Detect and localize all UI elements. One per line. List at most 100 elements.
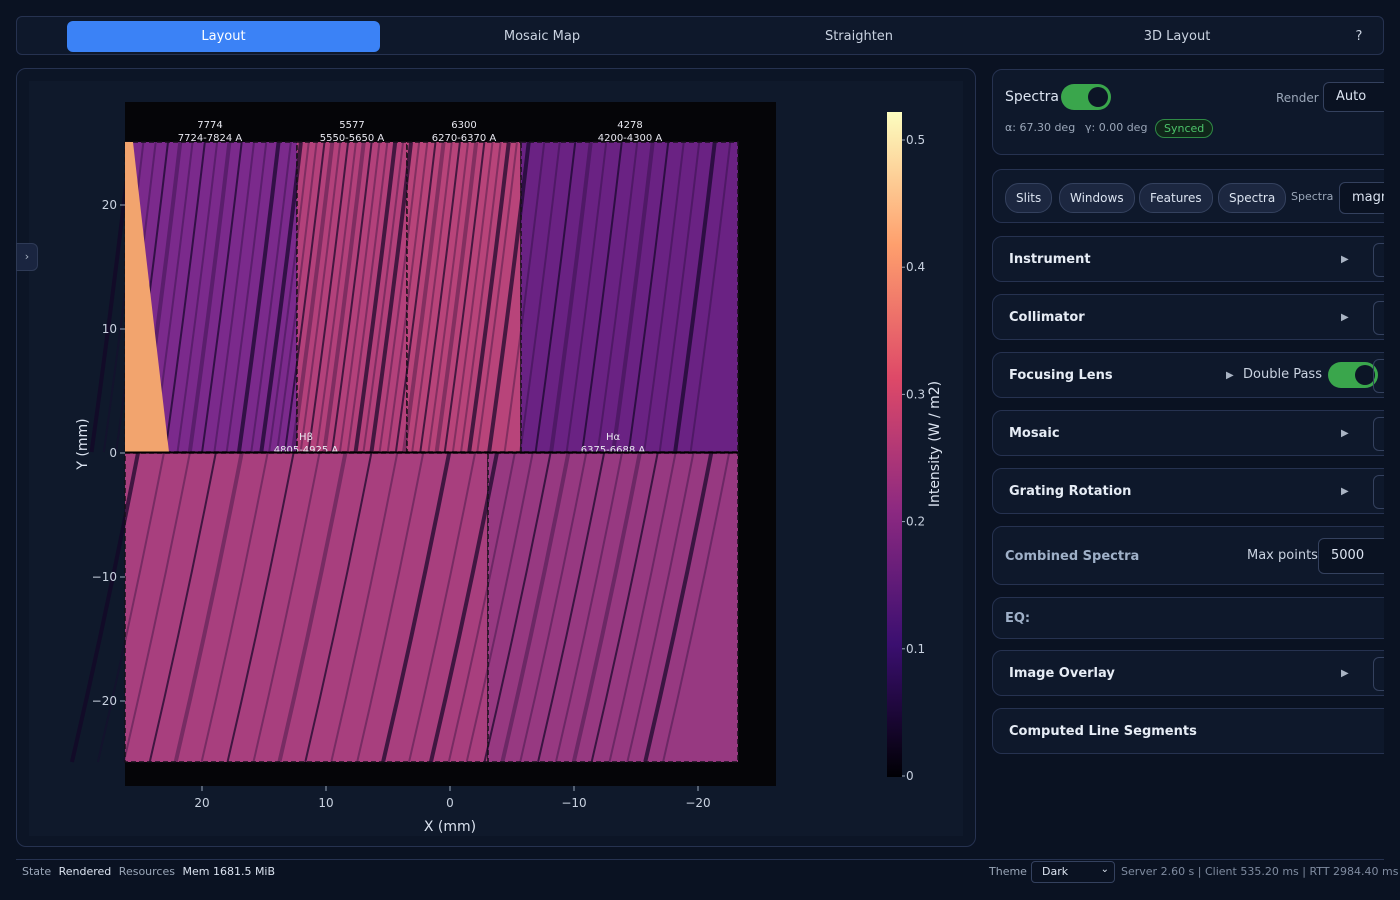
colorbar xyxy=(887,112,902,777)
section-title: Focusing Lens xyxy=(1009,368,1113,383)
spectral-line xyxy=(330,452,399,763)
section-card[interactable]: Grating Rotation ▶ xyxy=(992,468,1384,514)
timing: Server 2.60 s | Client 535.20 ms | RTT 2… xyxy=(1121,865,1399,878)
tab-bar: Layout Mosaic Map Straighten 3D Layout ? xyxy=(16,16,1384,55)
panel-label: Hβ xyxy=(299,432,313,443)
spectral-line xyxy=(176,141,219,453)
button[interactable]: Features xyxy=(1139,183,1213,213)
overlay-card: Image Overlay ▶ xyxy=(992,650,1384,696)
tab[interactable]: Straighten xyxy=(824,29,894,44)
colorbar-label: Intensity (W / m2) xyxy=(927,381,943,507)
combined-card: Combined Spectra Max points 5000 xyxy=(992,526,1384,585)
tab[interactable]: 3D Layout xyxy=(1143,29,1211,44)
expand-arrow[interactable]: ▶ xyxy=(1341,254,1349,265)
expand-arrow[interactable]: ▶ xyxy=(1226,370,1234,381)
expand-arrow[interactable]: ▶ xyxy=(1341,486,1349,497)
tab[interactable]: ? xyxy=(1355,29,1363,44)
spectral-line xyxy=(447,452,516,763)
expand-arrow[interactable]: ▶ xyxy=(1341,668,1349,679)
spectral-line xyxy=(70,452,140,763)
spectral-line xyxy=(451,141,494,453)
button[interactable]: Windows xyxy=(1059,183,1135,213)
spectral-line xyxy=(259,141,303,453)
value: 5000 xyxy=(1331,548,1365,563)
expand-arrow[interactable]: ▶ xyxy=(1341,312,1349,323)
spectral-line xyxy=(673,141,717,453)
theme-select[interactable]: Dark ⌄ xyxy=(1031,861,1115,883)
label: Render xyxy=(1276,91,1319,105)
spectral-line xyxy=(200,452,269,763)
spectral-line xyxy=(658,141,701,453)
spectral-line xyxy=(500,452,571,763)
spectral-line xyxy=(315,141,357,453)
spectral-line xyxy=(476,141,518,453)
spectral-line xyxy=(408,452,477,763)
spectral-line xyxy=(419,141,461,453)
button[interactable] xyxy=(1373,417,1384,451)
section-card[interactable]: Collimator ▶ xyxy=(992,294,1384,340)
spectral-line xyxy=(386,141,429,453)
value: Auto xyxy=(1336,89,1367,104)
section-card[interactable]: Mosaic ▶ xyxy=(992,410,1384,456)
spectral-line xyxy=(346,141,389,453)
spectrum-panel xyxy=(125,453,488,762)
toggle[interactable] xyxy=(1061,84,1111,110)
colorbar-tick-label: 0.4 xyxy=(906,260,925,274)
spectral-line xyxy=(225,141,268,453)
plot-container: 7774 7724-7824 A 5577 5550-5650 A 6300 6270-6… xyxy=(16,68,976,847)
label: Spectra xyxy=(1291,190,1334,203)
spectral-line xyxy=(378,141,421,453)
spectral-line xyxy=(411,141,453,453)
select[interactable]: Auto xyxy=(1323,82,1384,112)
spectral-line xyxy=(662,452,731,763)
section-card[interactable]: Instrument ▶ xyxy=(992,236,1384,282)
button[interactable] xyxy=(1373,243,1384,277)
button[interactable] xyxy=(1373,359,1384,393)
spectral-line xyxy=(331,141,373,453)
x-tick-label: −10 xyxy=(561,796,586,810)
spectral-line xyxy=(519,141,561,453)
button[interactable]: Spectra xyxy=(1218,183,1287,213)
spectral-line xyxy=(537,452,606,763)
plot: 7774 7724-7824 A 5577 5550-5650 A 6300 6270-6… xyxy=(29,81,963,836)
section-card[interactable]: Focusing Lens ▶ Double Pass xyxy=(992,352,1384,398)
spectral-line xyxy=(96,452,165,763)
spectral-line xyxy=(164,141,206,453)
select[interactable]: magn xyxy=(1339,182,1384,214)
spectral-line xyxy=(465,452,534,763)
tab[interactable]: Layout xyxy=(67,21,380,52)
button[interactable] xyxy=(1373,475,1384,509)
colorbar-tick-label: 0.5 xyxy=(906,133,925,147)
eq-card: EQ: xyxy=(992,597,1384,639)
side-panel: Spectra Render Auto α: 67.30 deg γ: 0.00… xyxy=(992,0,1384,860)
y-tick-label: −10 xyxy=(92,570,117,584)
spectral-line xyxy=(643,141,685,453)
button[interactable] xyxy=(1373,657,1384,691)
button[interactable] xyxy=(1373,301,1384,335)
toggle[interactable] xyxy=(1328,362,1378,388)
button[interactable]: Slits xyxy=(1005,183,1053,213)
spectral-line xyxy=(173,452,244,763)
colorbar-tick-label: 0 xyxy=(906,769,914,783)
spectral-line xyxy=(626,452,695,763)
status-divider xyxy=(16,859,1384,860)
tab[interactable]: Mosaic Map xyxy=(503,29,581,44)
panel-label: 7774 xyxy=(197,120,222,131)
spectral-line xyxy=(483,452,552,763)
label: Double Pass xyxy=(1243,367,1322,382)
spectral-line xyxy=(581,141,623,453)
y-tick-label: 0 xyxy=(109,446,117,460)
spectral-line xyxy=(596,141,639,453)
spectral-line xyxy=(338,141,381,453)
spectral-line xyxy=(689,141,732,453)
sidebar-handle[interactable]: › xyxy=(16,243,38,271)
colorbar-tick-label: 0.3 xyxy=(906,387,925,401)
spectral-line xyxy=(277,452,348,763)
panel-range: 6375-6688 A xyxy=(581,445,646,456)
input[interactable]: 5000 xyxy=(1318,538,1384,574)
expand-arrow[interactable]: ▶ xyxy=(1341,428,1349,439)
panel-range: 4200-4300 A xyxy=(598,133,663,144)
panel-range: 6270-6370 A xyxy=(432,133,497,144)
value: Mem 1681.5 MiB xyxy=(182,865,276,878)
spectral-line xyxy=(394,141,437,453)
